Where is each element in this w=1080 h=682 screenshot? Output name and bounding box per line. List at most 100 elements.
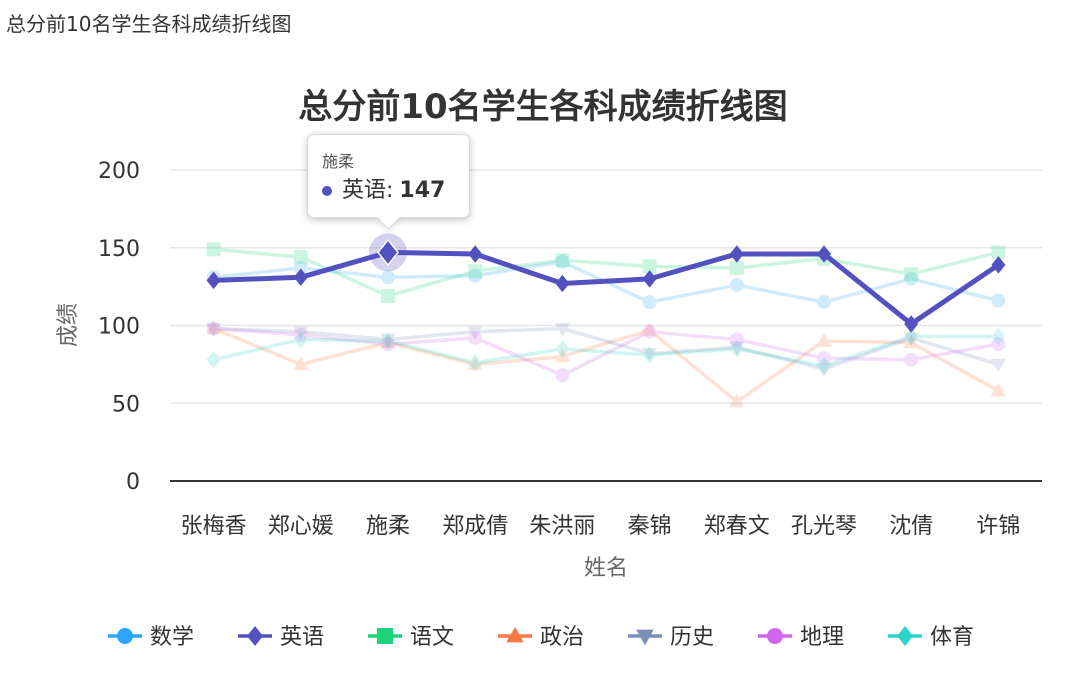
data-point bbox=[293, 327, 308, 342]
x-axis-ticks: 张梅香 郑心媛 施柔 郑成倩 朱洪丽 秦锦 郑春文 孔光琴 沈倩 许锦 bbox=[181, 514, 1021, 539]
series-地理 bbox=[206, 321, 1006, 383]
page-caption: 总分前10名学生各科成绩折线图 bbox=[6, 12, 292, 36]
chart-title: 总分前10名学生各科成绩折线图 bbox=[298, 87, 787, 127]
data-point bbox=[293, 326, 309, 340]
legend-label: 语文 bbox=[410, 625, 454, 650]
data-point bbox=[555, 274, 570, 293]
data-point bbox=[381, 270, 395, 285]
data-point bbox=[817, 357, 831, 375]
series-group bbox=[205, 233, 1007, 408]
legend-marker bbox=[897, 626, 913, 646]
data-point bbox=[642, 295, 657, 310]
data-point bbox=[554, 323, 571, 337]
data-point bbox=[554, 348, 571, 363]
data-point bbox=[991, 256, 1006, 274]
legend-label: 英语 bbox=[280, 625, 324, 650]
y-axis-ticks: 0 50 100 150 200 bbox=[98, 159, 140, 495]
legend-label: 体育 bbox=[930, 625, 974, 650]
data-point bbox=[555, 254, 570, 269]
tooltip-category: 施柔 bbox=[322, 152, 355, 171]
data-point bbox=[468, 330, 483, 345]
legend-marker bbox=[377, 628, 393, 644]
data-point bbox=[206, 271, 221, 290]
legend-item-体育[interactable]: 体育 bbox=[888, 625, 974, 650]
data-point bbox=[555, 368, 570, 383]
data-point bbox=[467, 356, 483, 370]
legend-marker bbox=[506, 626, 524, 643]
data-point bbox=[729, 393, 745, 408]
legend-item-英语[interactable]: 英语 bbox=[238, 625, 324, 650]
data-point bbox=[642, 270, 657, 288]
data-point bbox=[729, 245, 744, 263]
tooltip-series-dot bbox=[322, 186, 332, 196]
legend-label: 政治 bbox=[540, 625, 584, 650]
data-point bbox=[817, 245, 831, 263]
x-tick-label: 郑成倩 bbox=[442, 514, 508, 539]
x-tick-label: 郑春文 bbox=[704, 514, 770, 539]
legend-item-历史[interactable]: 历史 bbox=[628, 625, 714, 650]
tooltip-value: 147 bbox=[399, 178, 446, 203]
data-point bbox=[555, 340, 570, 358]
data-point bbox=[293, 330, 308, 349]
data-point bbox=[990, 358, 1007, 373]
legend-item-语文[interactable]: 语文 bbox=[368, 625, 454, 650]
data-point bbox=[991, 337, 1006, 352]
legend-marker bbox=[117, 628, 133, 644]
data-point bbox=[293, 250, 308, 265]
y-axis-label: 成绩 bbox=[56, 303, 81, 347]
x-tick-label: 孔光琴 bbox=[791, 514, 857, 539]
data-point bbox=[468, 354, 483, 372]
legend-item-地理[interactable]: 地理 bbox=[758, 625, 844, 650]
data-point bbox=[555, 253, 570, 268]
x-tick-label: 许锦 bbox=[976, 514, 1020, 539]
data-point bbox=[380, 333, 396, 348]
x-tick-label: 施柔 bbox=[366, 514, 410, 539]
series-line bbox=[212, 326, 1000, 404]
legend-item-数学[interactable]: 数学 bbox=[108, 625, 194, 650]
data-point bbox=[903, 332, 919, 346]
data-point bbox=[816, 363, 832, 378]
series-历史 bbox=[205, 323, 1007, 378]
data-point bbox=[641, 347, 658, 362]
data-point bbox=[293, 260, 308, 275]
data-point bbox=[206, 321, 221, 336]
data-point bbox=[293, 268, 308, 287]
x-axis-label: 姓名 bbox=[584, 556, 628, 581]
series-体育 bbox=[206, 327, 1006, 375]
data-point bbox=[468, 264, 483, 279]
series-line bbox=[213, 249, 1000, 327]
data-point bbox=[206, 242, 221, 257]
series-line bbox=[213, 247, 999, 298]
data-point bbox=[729, 260, 744, 275]
series-line bbox=[213, 326, 999, 378]
data-point bbox=[205, 320, 222, 335]
data-point bbox=[990, 382, 1007, 397]
x-tick-label: 张梅香 bbox=[181, 514, 247, 539]
series-line bbox=[213, 326, 999, 371]
data-point bbox=[817, 295, 831, 310]
data-point bbox=[468, 268, 483, 283]
legend-marker bbox=[767, 628, 783, 644]
data-point bbox=[642, 346, 657, 364]
y-tick-label: 0 bbox=[126, 470, 140, 495]
data-point bbox=[991, 293, 1006, 308]
data-point bbox=[381, 332, 395, 350]
y-tick-label: 200 bbox=[98, 159, 140, 184]
tooltip-row: 英语: 147 bbox=[322, 178, 469, 204]
data-point bbox=[904, 352, 919, 367]
data-point bbox=[205, 323, 222, 337]
data-point bbox=[817, 351, 831, 366]
data-point bbox=[991, 245, 1006, 260]
x-tick-label: 朱洪丽 bbox=[529, 514, 595, 539]
data-point bbox=[904, 315, 919, 333]
data-point bbox=[293, 356, 309, 370]
data-point bbox=[642, 324, 657, 339]
data-point bbox=[642, 259, 657, 274]
series-英语 bbox=[206, 233, 1006, 333]
series-line bbox=[213, 334, 999, 368]
data-point bbox=[991, 327, 1006, 346]
tooltip: 施柔 英语: 147 bbox=[307, 134, 470, 218]
data-point bbox=[467, 326, 483, 340]
legend-item-政治[interactable]: 政治 bbox=[498, 625, 584, 650]
